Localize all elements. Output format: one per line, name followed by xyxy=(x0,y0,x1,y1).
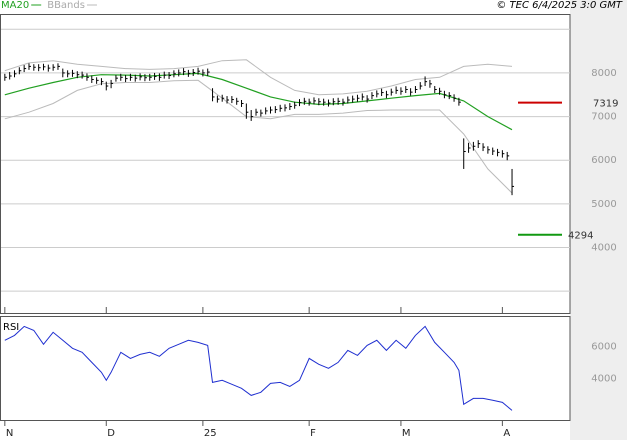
x-tick-label: F xyxy=(310,428,316,439)
bband-lower xyxy=(4,79,513,194)
y-tick-label: 8000 xyxy=(591,68,616,79)
level-label: 7319 xyxy=(593,99,618,110)
y-tick-label: 5000 xyxy=(591,199,616,210)
rsi-panel xyxy=(0,316,571,421)
y-tick-label: 6000 xyxy=(591,341,616,352)
level-label: 4294 xyxy=(568,231,593,242)
rsi-title: RSI xyxy=(3,322,19,333)
copyright: © TEC 6/4/2025 3:0 GMT xyxy=(496,0,623,11)
ma-line xyxy=(4,72,513,131)
bband-upper xyxy=(4,59,513,96)
x-tick-label: M xyxy=(402,428,411,439)
price-panel xyxy=(0,14,571,314)
y-tick-label: 4000 xyxy=(591,373,616,384)
y-tick-label: 6000 xyxy=(591,155,616,166)
x-tick-label: D xyxy=(107,428,115,439)
x-tick-label: A xyxy=(503,428,510,439)
y-tick-label: 7000 xyxy=(591,112,616,123)
x-tick-label: N xyxy=(6,428,13,439)
legend-label: MA20 xyxy=(1,0,29,11)
rsi-line xyxy=(4,325,513,411)
price-scale-area xyxy=(570,0,627,440)
x-tick-label: 25 xyxy=(204,428,217,439)
legend-label: BBands xyxy=(47,0,85,11)
y-tick-label: 4000 xyxy=(591,243,616,254)
